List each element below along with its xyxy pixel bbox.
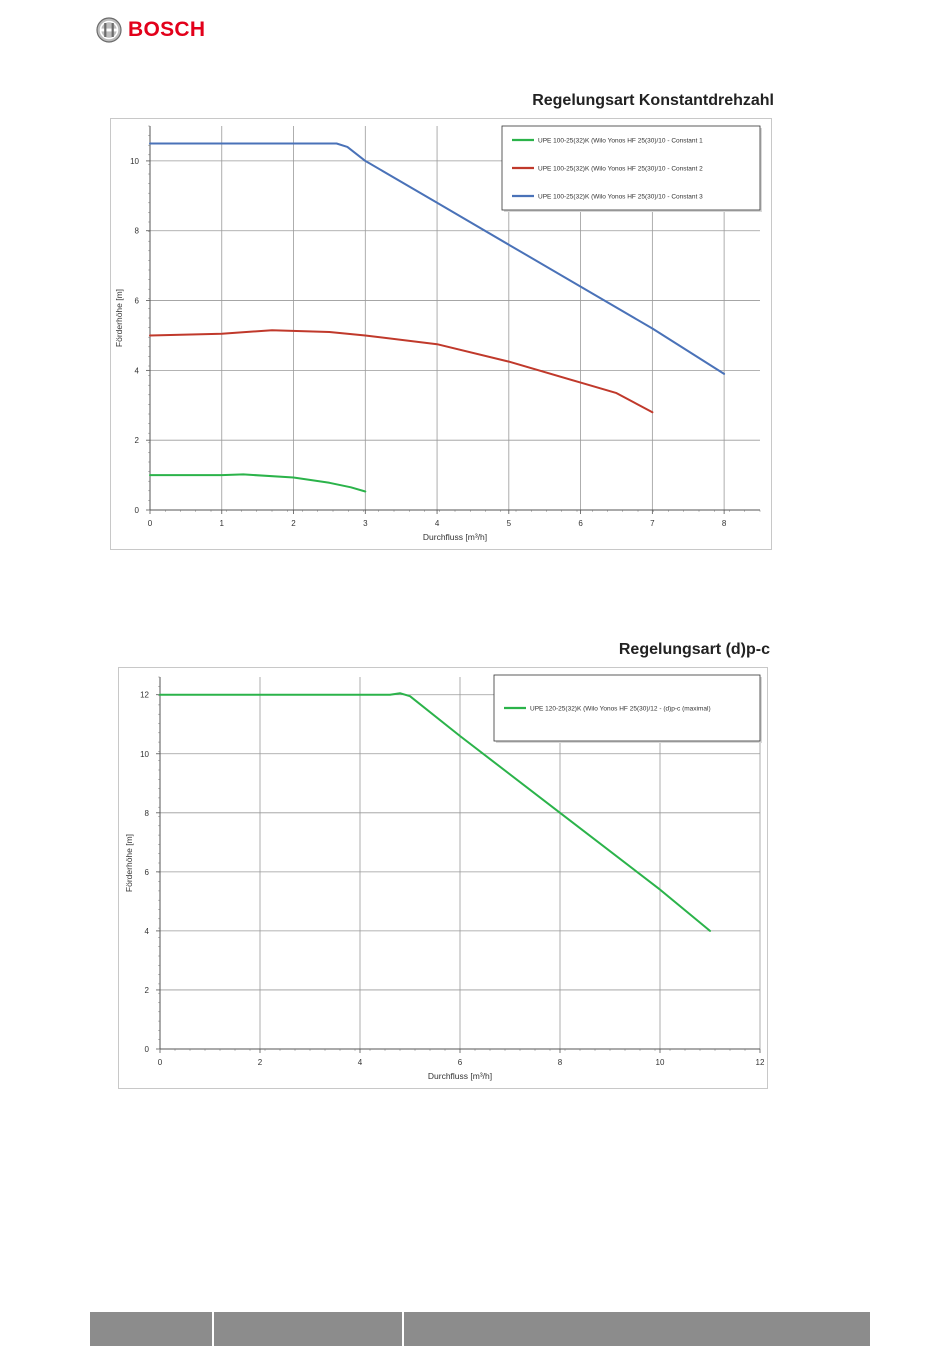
- chart-2-title: Regelungsart (d)p-c: [618, 641, 770, 658]
- bosch-logo: BOSCH: [96, 14, 205, 46]
- x-tick-label: 2: [258, 1058, 263, 1067]
- y-tick-label: 8: [145, 809, 150, 818]
- series-line: [149, 142, 726, 375]
- footer-divider: [402, 1312, 404, 1346]
- x-tick-label: 8: [558, 1058, 563, 1067]
- legend-label: UPE 120-25(32)K (Wilo Yonos HF 25(30)/12…: [530, 706, 711, 713]
- series-line: [159, 692, 711, 932]
- chart-2-svg: 0 2 4 6 8 10 12 0 2 4 6 8 10 12 Durchfluss [m³/h] Förde…: [118, 667, 768, 1089]
- chart-1-svg: 0 1 2 3 4 5 6 7 8 0 2 4 6 8 10 Durchfluss [m³/h] Förderh…: [110, 118, 772, 550]
- x-axis-title: Durchfluss [m³/h]: [423, 532, 487, 542]
- x-tick-label: 4: [358, 1058, 363, 1067]
- footer-bar: [90, 1312, 870, 1346]
- y-tick-label: 6: [135, 297, 140, 306]
- footer-divider: [212, 1312, 214, 1346]
- x-tick-label: 10: [656, 1058, 665, 1067]
- y-tick-label: 12: [140, 691, 149, 700]
- legend-label: UPE 100-25(32)K (Wilo Yonos HF 25(30)/10…: [538, 138, 703, 145]
- x-tick-label: 12: [756, 1058, 765, 1067]
- chart-2: 0 2 4 6 8 10 12 0 2 4 6 8 10 12 Durchfluss [m³/h] Förde…: [118, 667, 768, 1089]
- y-axis-title: Förderhöhe [m]: [124, 834, 134, 892]
- x-tick-label: 2: [291, 519, 296, 528]
- y-tick-label: 6: [145, 868, 150, 877]
- x-tick-label: 7: [650, 519, 655, 528]
- y-tick-label: 10: [130, 157, 139, 166]
- x-tick-label: 4: [435, 519, 440, 528]
- x-tick-label: 8: [722, 519, 727, 528]
- y-tick-label: 0: [145, 1045, 150, 1054]
- chart-1-title: Regelungsart Konstantdrehzahl: [532, 92, 774, 109]
- x-axis-title: Durchfluss [m³/h]: [428, 1071, 492, 1081]
- series-line: [149, 329, 654, 414]
- x-tick-label: 0: [148, 519, 153, 528]
- y-tick-label: 2: [145, 986, 150, 995]
- y-tick-label: 4: [135, 366, 140, 375]
- x-tick-label: 0: [158, 1058, 163, 1067]
- series-line: [149, 473, 367, 493]
- legend-box: [501, 125, 761, 211]
- x-tick-label: 6: [578, 519, 583, 528]
- chart-1: 0 1 2 3 4 5 6 7 8 0 2 4 6 8 10 Durchfluss [m³/h] Förderh…: [110, 118, 772, 550]
- legend-label: UPE 100-25(32)K (Wilo Yonos HF 25(30)/10…: [538, 166, 703, 173]
- x-tick-label: 6: [458, 1058, 463, 1067]
- legend-box: [493, 674, 761, 742]
- bosch-armature-icon: [96, 17, 122, 43]
- y-tick-label: 10: [140, 750, 149, 759]
- legend-label: UPE 100-25(32)K (Wilo Yonos HF 25(30)/10…: [538, 194, 703, 201]
- x-tick-label: 5: [507, 519, 512, 528]
- y-tick-label: 2: [135, 436, 140, 445]
- y-tick-label: 8: [135, 227, 140, 236]
- y-axis-title: Förderhöhe [m]: [114, 289, 124, 347]
- brand-name: BOSCH: [128, 18, 206, 41]
- y-tick-label: 0: [135, 506, 140, 515]
- y-tick-label: 4: [145, 927, 150, 936]
- x-tick-label: 3: [363, 519, 368, 528]
- x-tick-label: 1: [220, 519, 225, 528]
